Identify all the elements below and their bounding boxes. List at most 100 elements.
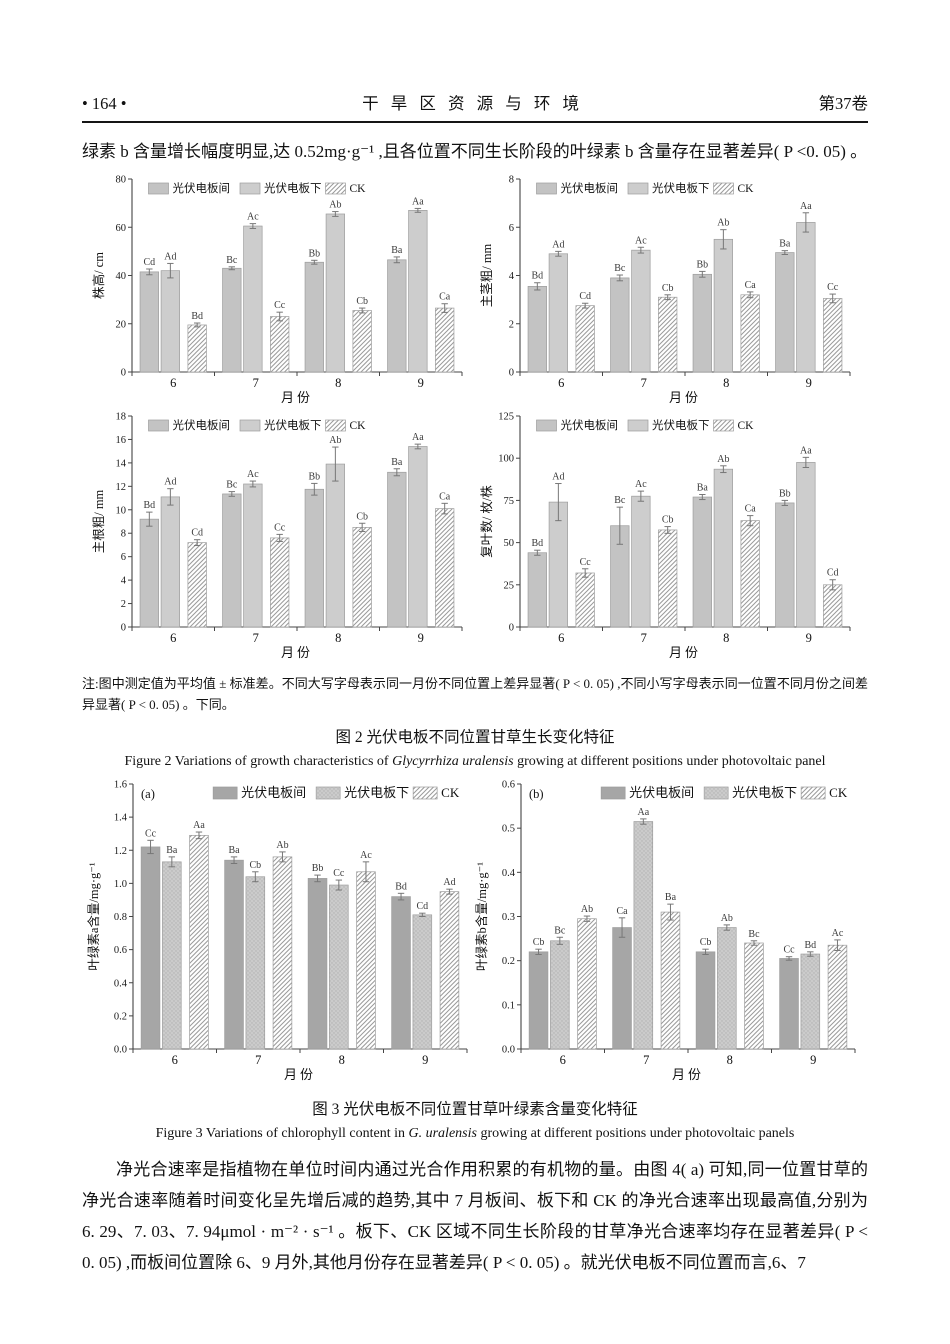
svg-text:7: 7 (253, 631, 259, 645)
svg-text:1.0: 1.0 (114, 879, 127, 890)
svg-text:CK: CK (738, 183, 755, 195)
svg-text:0.3: 0.3 (502, 912, 515, 923)
figure2-caption-en-species: Glycyrrhiza uralensis (392, 754, 514, 769)
svg-text:1.2: 1.2 (114, 846, 127, 857)
svg-text:Bb: Bb (308, 248, 320, 259)
svg-text:14: 14 (116, 458, 127, 469)
svg-text:Ad: Ad (164, 251, 176, 262)
svg-text:Cc: Cc (580, 557, 592, 568)
svg-text:8: 8 (723, 631, 729, 645)
svg-text:Bd: Bd (143, 500, 155, 511)
svg-text:Ac: Ac (635, 479, 647, 490)
svg-text:Ba: Ba (228, 845, 240, 856)
svg-text:Bd: Bd (804, 940, 816, 951)
svg-text:Cb: Cb (662, 515, 674, 526)
svg-text:Ab: Ab (329, 435, 341, 446)
svg-text:40: 40 (116, 271, 127, 282)
svg-text:月份: 月份 (669, 645, 701, 660)
header-page-number: • 164 • (82, 94, 127, 113)
svg-text:1.4: 1.4 (114, 813, 128, 824)
svg-text:Cd: Cd (579, 291, 591, 302)
svg-text:Ba: Ba (391, 245, 403, 256)
svg-text:Bc: Bc (748, 929, 760, 940)
svg-text:18: 18 (116, 412, 127, 423)
svg-text:CK: CK (350, 420, 367, 432)
svg-text:(a): (a) (141, 787, 155, 801)
figure3-caption-en-post: growing at different positions under pho… (476, 1126, 795, 1141)
svg-text:10: 10 (116, 505, 127, 516)
chart-chlorophyll-b: 0.0 0.1 0.2 0.3 0.4 0.5 0.6 6 Cb Bc Ab 7 Ca Aa Ba 8 Cb Ab… (474, 778, 863, 1087)
svg-text:Ad: Ad (443, 877, 455, 888)
chart-root-diameter: 0 2 4 6 8 10 12 14 16 18 6 Bd Ad Cd 7 Bc Ac Cc 8 Bb Ab Cb 9 Ba A… (92, 410, 470, 665)
svg-text:月份: 月份 (281, 645, 313, 660)
svg-text:7: 7 (641, 376, 647, 390)
svg-text:7: 7 (253, 376, 259, 390)
svg-text:Ad: Ad (164, 477, 176, 488)
svg-text:100: 100 (498, 454, 514, 465)
svg-text:Cc: Cc (145, 828, 157, 839)
svg-text:2: 2 (509, 319, 514, 330)
figure2-caption-en-pre: Figure 2 Variations of growth characteri… (124, 754, 393, 769)
svg-text:0: 0 (509, 368, 514, 379)
svg-text:80: 80 (116, 175, 127, 186)
svg-text:6: 6 (558, 631, 564, 645)
svg-text:Aa: Aa (800, 445, 812, 456)
svg-text:光伏电板间: 光伏电板间 (241, 785, 306, 800)
svg-text:Cb: Cb (356, 296, 368, 307)
svg-text:主根粗/ mm: 主根粗/ mm (92, 489, 106, 553)
svg-text:Bc: Bc (554, 925, 566, 936)
svg-text:Ab: Ab (717, 454, 729, 465)
svg-text:Cc: Cc (274, 300, 286, 311)
svg-text:Ba: Ba (391, 457, 403, 468)
svg-text:Aa: Aa (800, 201, 812, 212)
svg-text:Ab: Ab (581, 904, 593, 915)
svg-text:光伏电板下: 光伏电板下 (344, 785, 409, 800)
svg-text:Cb: Cb (533, 937, 545, 948)
figure3-caption-en: Figure 3 Variations of chlorophyll conte… (82, 1126, 868, 1142)
svg-text:60: 60 (116, 223, 127, 234)
svg-text:Ca: Ca (745, 504, 757, 515)
svg-text:Ca: Ca (439, 292, 451, 303)
svg-text:光伏电板下: 光伏电板下 (264, 418, 322, 432)
svg-text:0.6: 0.6 (114, 945, 127, 956)
svg-text:Ab: Ab (717, 218, 729, 229)
svg-text:光伏电板间: 光伏电板间 (629, 785, 694, 800)
svg-text:6: 6 (172, 1053, 178, 1067)
svg-text:7: 7 (255, 1053, 261, 1067)
svg-text:主茎粗/ mm: 主茎粗/ mm (480, 243, 494, 307)
svg-text:0: 0 (121, 368, 126, 379)
svg-text:9: 9 (418, 631, 424, 645)
svg-text:Cc: Cc (783, 945, 795, 956)
svg-text:复叶数/ 枚/株: 复叶数/ 枚/株 (480, 485, 494, 558)
svg-text:Cb: Cb (356, 511, 368, 522)
svg-text:Ca: Ca (439, 491, 451, 502)
svg-text:Ba: Ba (697, 482, 709, 493)
paragraph-chlorophyll-b: 绿素 b 含量增长幅度明显,达 0.52mg·g⁻¹ ,且各位置不同生长阶段的叶… (82, 142, 868, 161)
svg-text:Ac: Ac (247, 212, 259, 223)
svg-text:9: 9 (806, 376, 812, 390)
svg-text:Aa: Aa (412, 196, 424, 207)
figure3-caption-en-pre: Figure 3 Variations of chlorophyll conte… (155, 1126, 409, 1141)
svg-text:8: 8 (509, 175, 514, 186)
svg-text:Aa: Aa (193, 820, 205, 831)
svg-text:Aa: Aa (637, 807, 649, 818)
svg-text:0.2: 0.2 (502, 956, 515, 967)
svg-text:6: 6 (121, 552, 126, 563)
svg-text:Cd: Cd (416, 901, 428, 912)
svg-text:月份: 月份 (669, 390, 701, 405)
svg-text:CK: CK (441, 785, 460, 800)
paragraph-photosynthesis: 净光合速率是指植物在单位时间内通过光合作用积累的有机物的量。由图 4( a) 可… (82, 1160, 868, 1272)
svg-text:8: 8 (339, 1053, 345, 1067)
svg-text:0.1: 0.1 (502, 1000, 515, 1011)
svg-text:6: 6 (558, 376, 564, 390)
svg-text:2: 2 (121, 599, 126, 610)
svg-text:8: 8 (335, 376, 341, 390)
svg-text:Cc: Cc (333, 868, 345, 879)
svg-text:Bb: Bb (312, 863, 324, 874)
svg-text:Ad: Ad (552, 239, 564, 250)
svg-text:CK: CK (829, 785, 848, 800)
svg-text:Cd: Cd (191, 528, 203, 539)
svg-text:9: 9 (806, 631, 812, 645)
svg-text:0.4: 0.4 (502, 868, 516, 879)
